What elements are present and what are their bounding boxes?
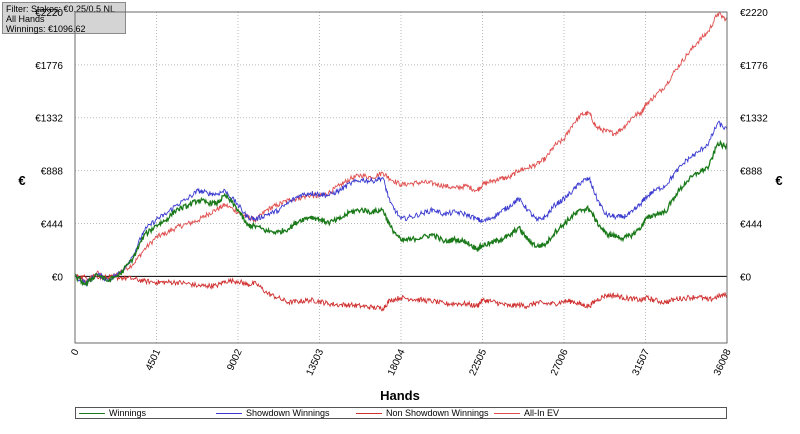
y-tick-label-right: €888 bbox=[740, 167, 763, 178]
plot-frame bbox=[74, 11, 728, 344]
y-tick-label-right: €444 bbox=[740, 219, 763, 230]
series-line-showdown bbox=[74, 120, 728, 287]
legend-swatch-showdown bbox=[216, 413, 242, 414]
y-tick-label-right: €1776 bbox=[740, 61, 768, 72]
winnings-text: Winnings: €1096.62 bbox=[6, 24, 86, 34]
x-tick-label: 27006 bbox=[549, 347, 571, 377]
y-axis-label-right: € bbox=[775, 173, 782, 188]
x-tick-label: 9002 bbox=[225, 347, 245, 372]
filter-info-box: Filter: Stakes: €0.25/0.5 NL All Hands W… bbox=[2, 2, 126, 34]
x-tick-label: 36008 bbox=[712, 347, 734, 377]
legend-swatch-allin-ev bbox=[494, 413, 520, 414]
filter-text: Filter: Stakes: €0.25/0.5 NL bbox=[6, 4, 116, 14]
y-axis-label-left: € bbox=[18, 173, 25, 188]
legend-label-allin-ev: All-In EV bbox=[524, 408, 560, 418]
x-tick-label: 4501 bbox=[144, 347, 164, 372]
y-tick-label-right: €0 bbox=[740, 272, 752, 283]
x-tick-label: 31507 bbox=[630, 347, 652, 377]
y-axis-right: €0 €444 €888 €1332 €1776 €2220 bbox=[740, 8, 768, 283]
x-axis: 0 4501 9002 13503 18004 22505 27006 31507 36008 bbox=[69, 347, 734, 377]
y-tick-label-left: €1776 bbox=[35, 61, 63, 72]
x-axis-label: Hands bbox=[380, 388, 420, 403]
legend-label-winnings: Winnings bbox=[109, 408, 147, 418]
hands-filter-text: All Hands bbox=[6, 14, 45, 24]
x-tick-label: 0 bbox=[69, 347, 82, 357]
series-line-allin-ev bbox=[74, 11, 728, 285]
series-line-winnings bbox=[74, 139, 728, 287]
y-tick-label-right: €2220 bbox=[740, 8, 768, 19]
x-tick-label: 18004 bbox=[386, 347, 408, 377]
grid bbox=[75, 11, 727, 343]
legend: Winnings Showdown Winnings Non Showdown … bbox=[75, 407, 727, 419]
x-tick-label: 22505 bbox=[467, 347, 489, 377]
y-tick-label-left: €2220 bbox=[35, 8, 63, 19]
series-line-non-showdown bbox=[74, 273, 728, 312]
y-tick-label-left: €444 bbox=[41, 219, 64, 230]
y-tick-label-right: €1332 bbox=[740, 114, 768, 125]
legend-swatch-non-showdown bbox=[356, 413, 382, 414]
y-tick-label-left: €888 bbox=[41, 167, 64, 178]
y-axis-left: €0 €444 €888 €1332 €1776 €2220 bbox=[35, 8, 63, 283]
x-tick-label: 13503 bbox=[304, 347, 326, 377]
legend-swatch-winnings bbox=[79, 413, 105, 414]
legend-label-showdown: Showdown Winnings bbox=[246, 408, 330, 418]
y-tick-label-left: €0 bbox=[52, 272, 64, 283]
legend-label-non-showdown: Non Showdown Winnings bbox=[386, 408, 489, 418]
series-layer bbox=[74, 11, 728, 312]
y-tick-label-left: €1332 bbox=[35, 114, 63, 125]
